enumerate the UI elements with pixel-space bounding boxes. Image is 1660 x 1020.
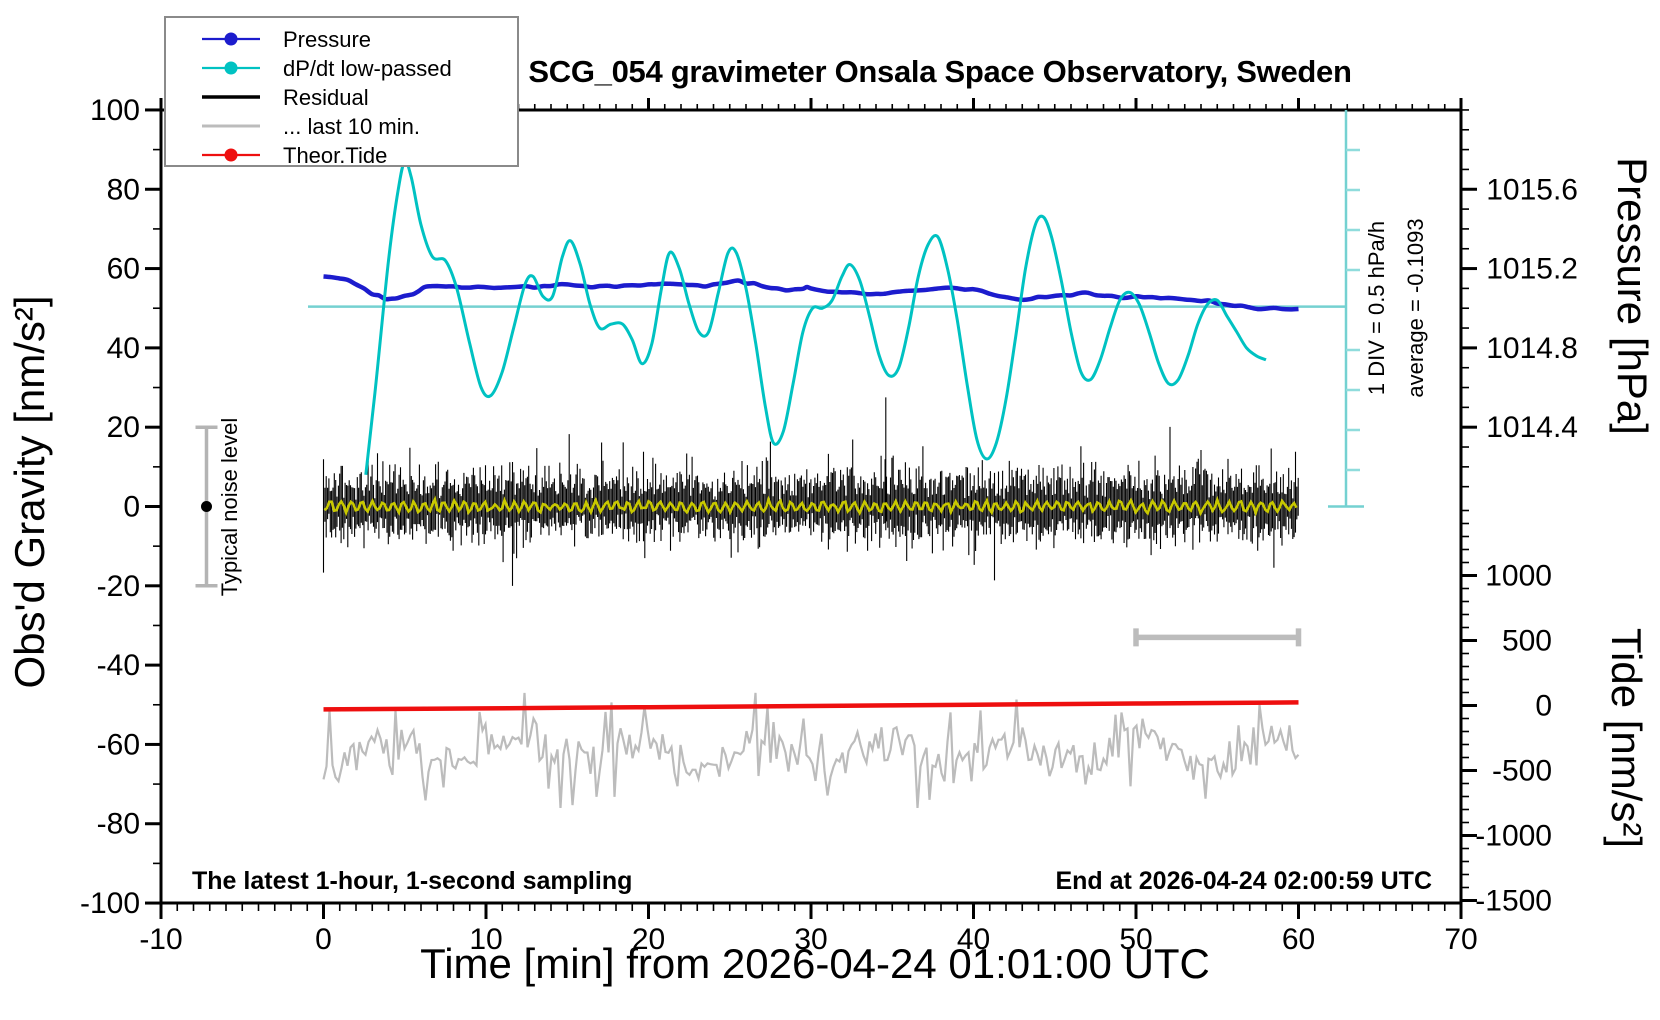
pressure-series (323, 274, 1299, 312)
pressure-tick-label: 1015.6 (1486, 173, 1578, 206)
tide-tick-label: -1000 (1475, 820, 1552, 853)
end-note: End at 2026-04-24 02:00:59 UTC (1055, 867, 1432, 895)
gravity-tick-label: -20 (97, 570, 140, 603)
legend-sample-dot (224, 61, 238, 75)
noise-level-label: Typical noise level (217, 418, 242, 597)
gravity-tick-label: -40 (97, 649, 140, 682)
x-tick-label: 0 (315, 923, 332, 956)
tide-axis-label: Tide [nm/s²] (1603, 628, 1650, 848)
tide-tick-label: 1000 (1485, 560, 1552, 593)
gravity-tick-label: 0 (123, 491, 140, 524)
legend-item-label: Theor.Tide (283, 143, 387, 168)
gravity-axis-label: Obs'd Gravity [nm/s²] (6, 295, 53, 688)
gravity-tick-label: -60 (97, 728, 140, 761)
legend: Pressure dP/dt low-passed Residual ... last… (164, 16, 519, 168)
x-tick-label: 10 (469, 923, 502, 956)
pressure-tick-label: 1015.2 (1486, 253, 1578, 286)
x-tick-label: 30 (794, 923, 827, 956)
tide-tick-label: -500 (1492, 755, 1552, 788)
pressure-axis-label: Pressure [hPa] (1609, 157, 1656, 435)
last10-series (322, 692, 1300, 808)
legend-sample-dot (224, 32, 238, 46)
x-tick-label: -10 (139, 923, 182, 956)
x-tick-label: 60 (1282, 923, 1315, 956)
legend-item-label: dP/dt low-passed (283, 56, 452, 81)
sampling-note: The latest 1-hour, 1-second sampling (192, 867, 632, 895)
legend-item-label: Residual (283, 85, 369, 110)
legend-item-label: Pressure (283, 27, 371, 52)
gravity-tick-label: 20 (107, 411, 140, 444)
average-note: average = -0.1093 (1403, 218, 1428, 397)
div-note: 1 DIV = 0.5 hPa/h (1364, 221, 1389, 395)
gravity-tick-label: 60 (107, 253, 140, 286)
x-tick-label: 50 (1119, 923, 1152, 956)
residual-smooth-series (323, 495, 1298, 517)
chart-title: SCG_054 gravimeter Onsala Space Observat… (528, 54, 1351, 89)
gravity-tick-label: -80 (97, 808, 140, 841)
series-layer (195, 110, 1364, 808)
x-axis-label: Time [min] from 2026-04-24 01:01:00 UTC (420, 940, 1210, 987)
x-tick-label: 40 (957, 923, 990, 956)
residual-series (322, 397, 1299, 586)
noise-bar-dot (201, 501, 212, 512)
dpdt-series (364, 159, 1267, 475)
gravity-tick-label: -100 (80, 887, 140, 920)
pressure-tick-label: 1014.4 (1486, 411, 1578, 444)
legend-item-label: ... last 10 min. (283, 114, 420, 139)
pressure-tick-label: 1014.8 (1486, 332, 1578, 365)
x-tick-label: 20 (632, 923, 665, 956)
tide-tick-label: 0 (1535, 690, 1552, 723)
x-tick-label: 70 (1444, 923, 1477, 956)
tide-tick-label: 500 (1502, 625, 1552, 658)
legend-sample-dot (224, 148, 238, 162)
axes-layer: -10 0 10 20 30 40 50 60 70-100-80-60-40-20020406… (80, 94, 1578, 956)
tide-tick-label: -1500 (1475, 885, 1552, 918)
gravity-tick-label: 100 (90, 94, 140, 127)
tide-series (323, 700, 1299, 712)
gravity-tick-label: 80 (107, 173, 140, 206)
gravity-tick-label: 40 (107, 332, 140, 365)
legend-box (164, 16, 519, 167)
